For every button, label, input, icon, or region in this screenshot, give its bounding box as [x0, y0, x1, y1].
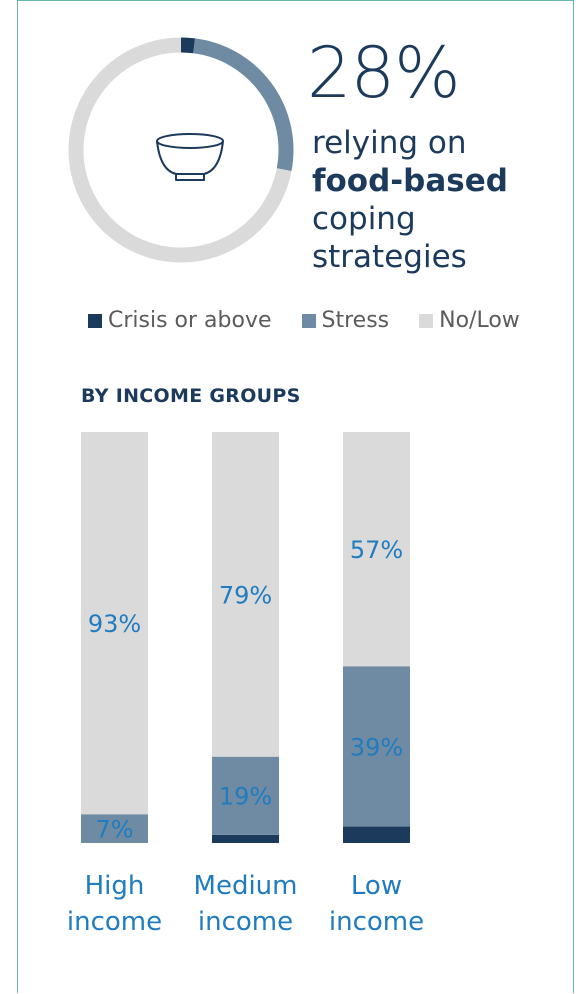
donut-slice-crisis-or-above: [180, 37, 196, 54]
infographic-card: [17, 0, 574, 993]
data-label-no-low-1: 79%: [219, 581, 272, 609]
category-label-2: Low income: [307, 868, 447, 940]
category-label-0: High income: [45, 868, 185, 940]
bar-segment-crisis-or-above-2: [343, 826, 410, 843]
legend-item-nolow: No/Low: [419, 308, 520, 333]
data-label-no-low-0: 93%: [88, 610, 141, 638]
bar-segment-no-low-0: [81, 432, 148, 815]
category-label-line: High: [84, 871, 145, 901]
bowl-icon: [156, 133, 224, 181]
legend-item-stress: Stress: [301, 308, 390, 333]
data-label-stress-1: 19%: [219, 783, 272, 811]
legend-label-nolow: No/Low: [439, 308, 520, 333]
headline-line-4: strategies: [312, 239, 467, 275]
category-label-line: Low: [350, 871, 403, 901]
category-label-1: Medium income: [176, 868, 316, 940]
legend-swatch-stress: [301, 313, 316, 328]
headline-line-1: relying on: [312, 125, 467, 161]
legend-swatch-nolow: [419, 313, 434, 328]
bar-segment-no-low-2: [343, 432, 410, 667]
legend: Crisis or above Stress No/Low: [88, 308, 520, 333]
headline-text: relying on food-based coping strategies: [312, 124, 508, 276]
data-label-stress-0: 7%: [95, 816, 133, 844]
bar-segment-crisis-or-above-1: [212, 834, 279, 843]
headline-line-3: coping: [312, 201, 416, 237]
bar-segment-no-low-1: [212, 432, 279, 757]
category-label-line: Medium: [193, 871, 298, 901]
donut-slice-no-low: [68, 37, 292, 263]
bar-segment-stress-1: [212, 756, 279, 835]
legend-item-crisis: Crisis or above: [88, 308, 272, 333]
category-label-line: income: [66, 907, 163, 937]
category-label-line: income: [328, 907, 425, 937]
data-label-no-low-2: 57%: [350, 536, 403, 564]
donut-slice-stress: [193, 38, 294, 172]
data-label-stress-2: 39%: [350, 733, 403, 761]
bar-segment-stress-2: [343, 666, 410, 827]
headline-percent: 28%: [307, 32, 461, 114]
legend-label-stress: Stress: [321, 308, 390, 333]
section-title: BY INCOME GROUPS: [81, 385, 301, 407]
legend-swatch-crisis: [88, 313, 102, 328]
legend-label-crisis: Crisis or above: [108, 308, 272, 333]
category-label-line: income: [197, 907, 294, 937]
headline-line-2: food-based: [312, 163, 508, 199]
bar-segment-stress-0: [81, 814, 148, 843]
